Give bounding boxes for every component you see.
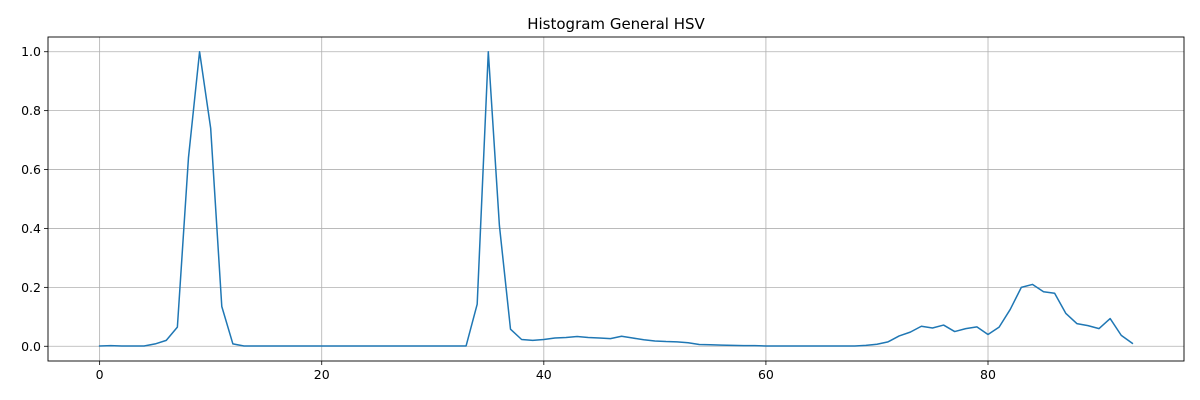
y-tick-label: 0.6 bbox=[21, 162, 41, 177]
x-tick-label: 20 bbox=[314, 367, 330, 382]
tick-layer: 0 20 40 60 80 0.0 0.2 0.4 0.6 0.8 1.0 bbox=[21, 44, 996, 382]
y-tick-label: 0.4 bbox=[21, 221, 41, 236]
y-tick-label: 1.0 bbox=[21, 44, 41, 59]
y-tick-label: 0.8 bbox=[21, 103, 41, 118]
x-tick-label: 40 bbox=[536, 367, 552, 382]
chart-title: Histogram General HSV bbox=[527, 15, 705, 33]
series-layer bbox=[98, 50, 1134, 347]
x-tick-label: 60 bbox=[758, 367, 774, 382]
x-tick-label: 80 bbox=[980, 367, 996, 382]
series-line bbox=[98, 50, 1134, 347]
y-tick-label: 0.0 bbox=[21, 339, 41, 354]
grid-layer bbox=[48, 37, 1184, 361]
plot-frame bbox=[47, 36, 1185, 362]
y-tick-label: 0.2 bbox=[21, 280, 41, 295]
x-tick-label: 0 bbox=[96, 367, 104, 382]
